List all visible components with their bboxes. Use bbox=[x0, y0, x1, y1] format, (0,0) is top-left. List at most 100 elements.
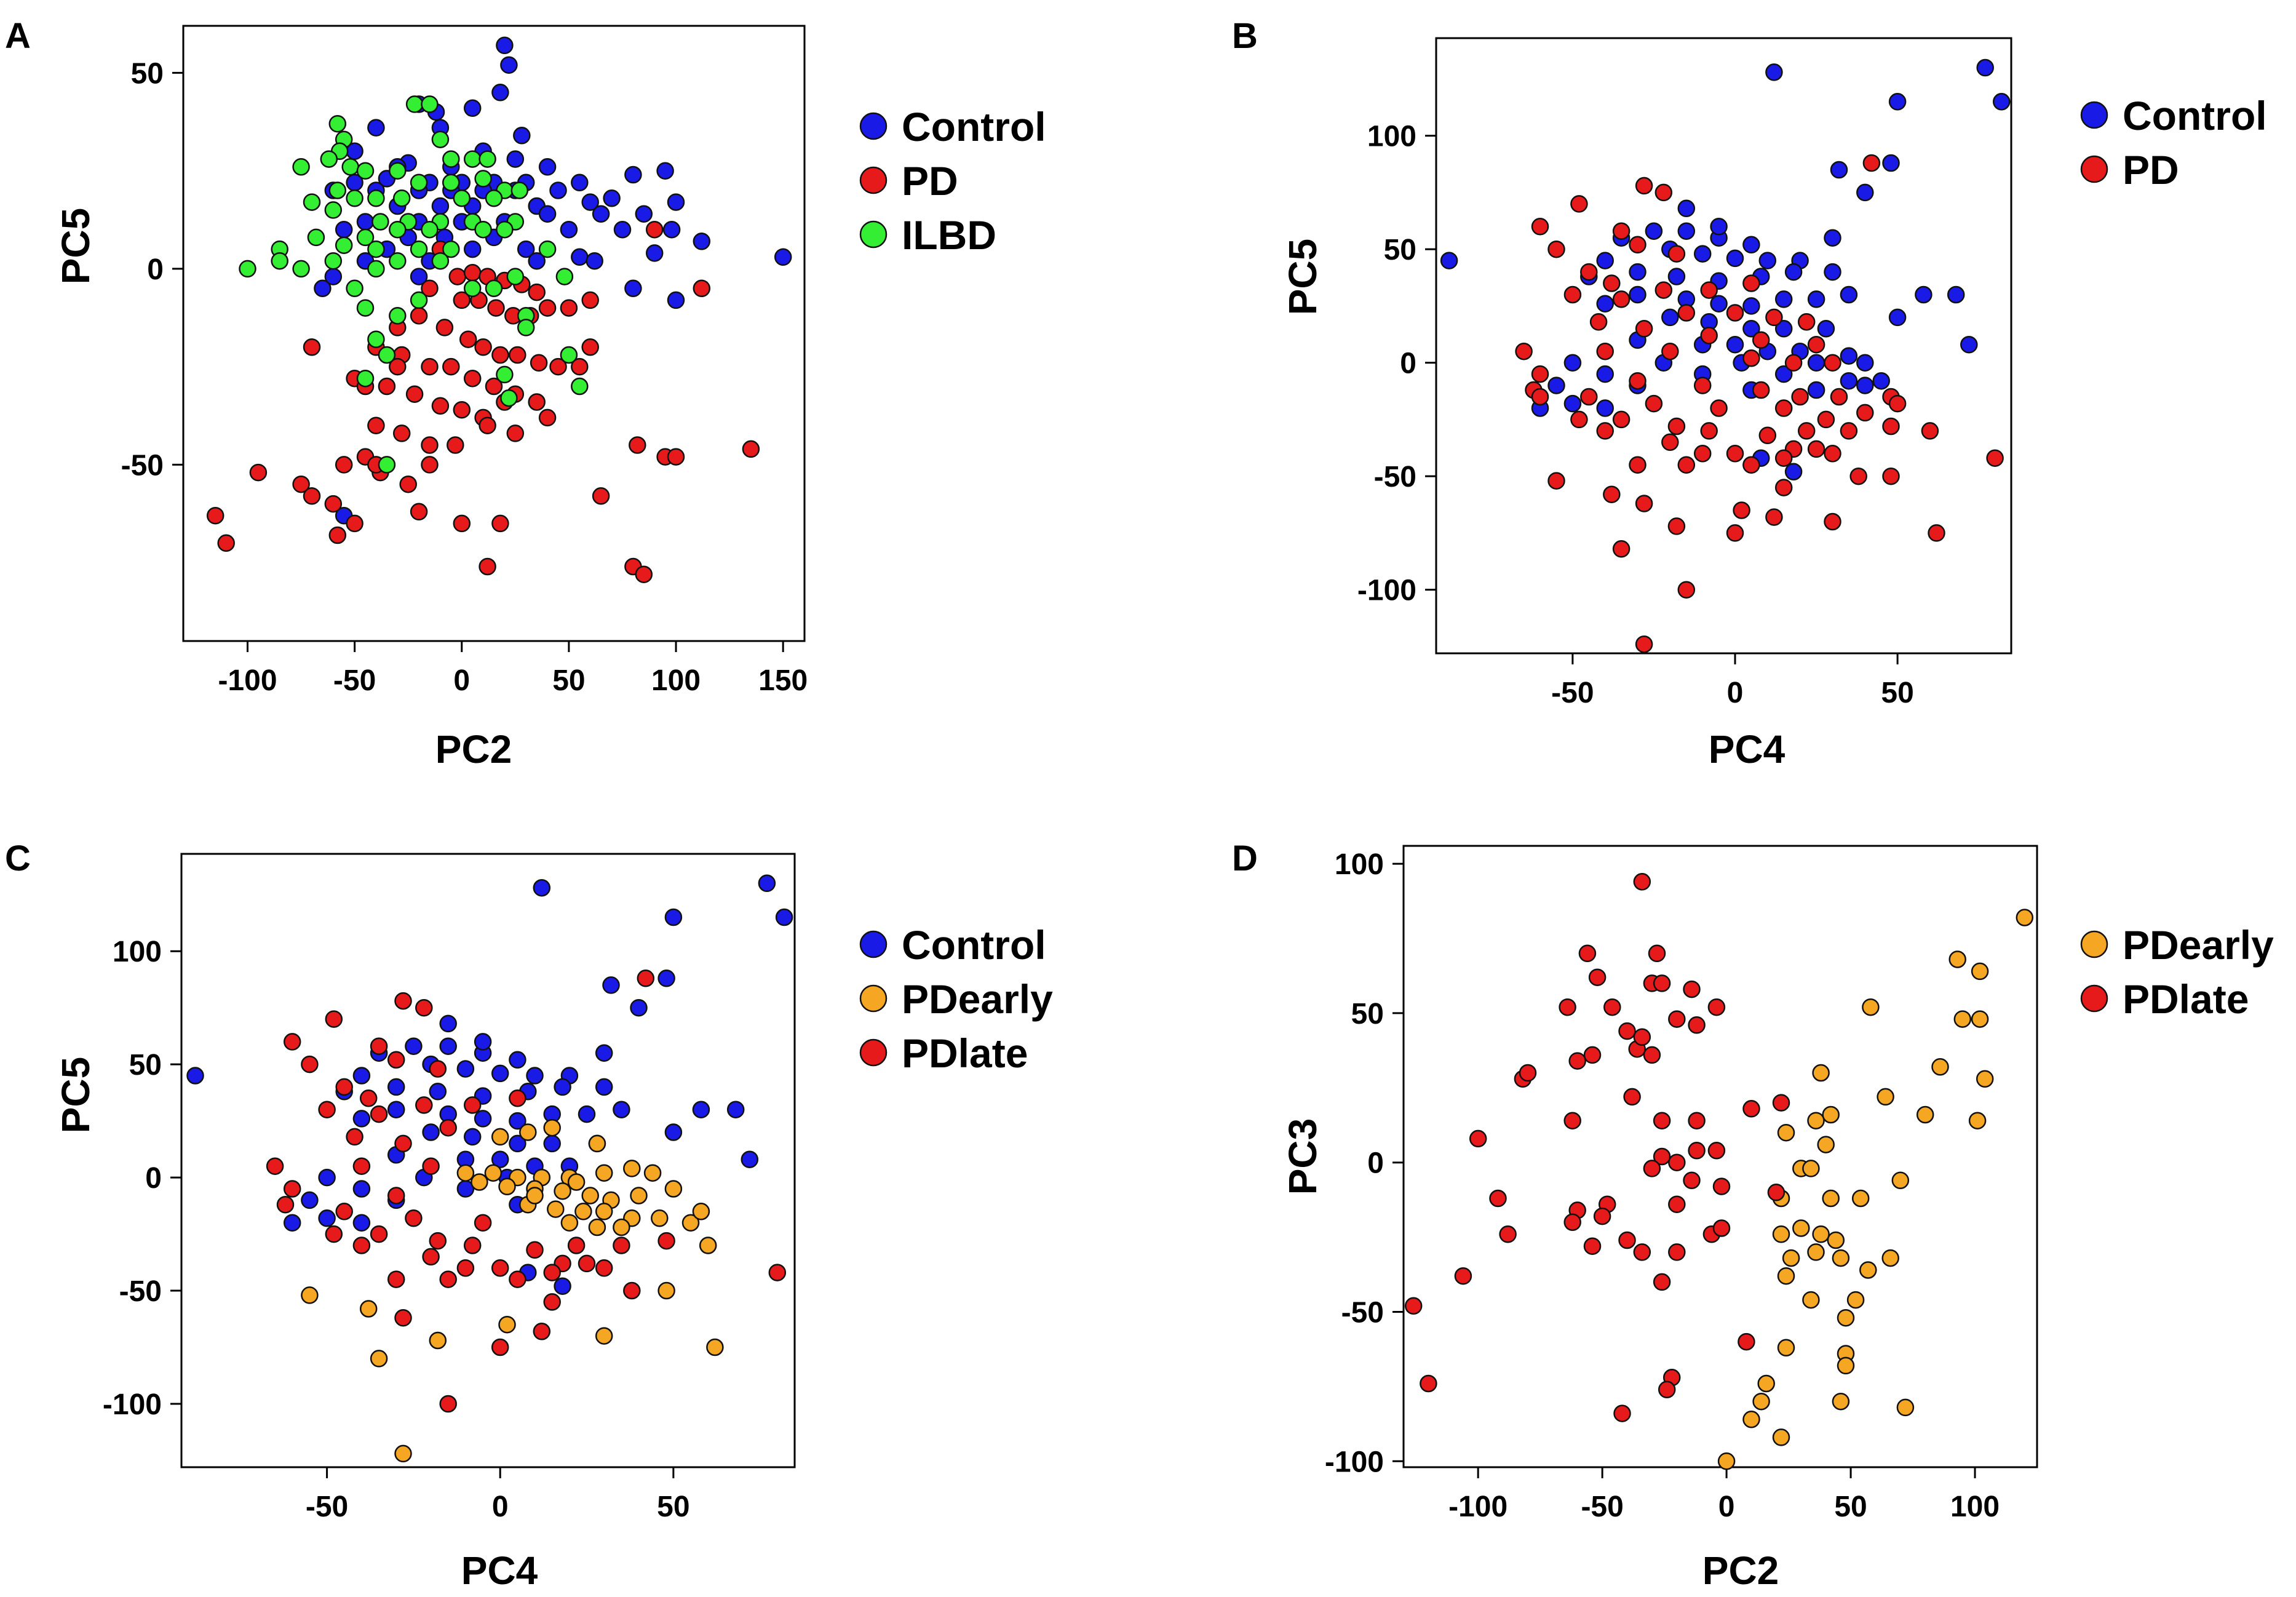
point-control bbox=[667, 193, 685, 211]
point-control bbox=[645, 244, 664, 262]
x-tick-label-d: 50 bbox=[1834, 1491, 1867, 1523]
point-pd bbox=[1830, 388, 1848, 406]
point-pdlate bbox=[1618, 1022, 1636, 1040]
point-pd bbox=[1603, 485, 1621, 503]
point-pd bbox=[1677, 304, 1696, 322]
legend-marker-pdlate bbox=[2080, 984, 2108, 1013]
x-tick-label-a: 0 bbox=[453, 664, 470, 697]
point-pd bbox=[538, 408, 557, 427]
point-pdlate bbox=[1668, 1153, 1686, 1171]
point-pd bbox=[509, 346, 526, 364]
point-pd bbox=[1596, 342, 1614, 360]
point-pdlate bbox=[1420, 1374, 1437, 1393]
point-pd bbox=[1654, 183, 1673, 202]
point-pdearly bbox=[681, 1214, 700, 1232]
point-pd bbox=[1635, 635, 1653, 653]
point-pdlate bbox=[1613, 1404, 1631, 1422]
point-control bbox=[624, 279, 642, 298]
point-pdlate bbox=[387, 1187, 405, 1205]
point-control bbox=[741, 1150, 759, 1168]
x-tick-label-d: -100 bbox=[1448, 1491, 1507, 1523]
point-control bbox=[586, 252, 603, 270]
point-pd bbox=[1654, 281, 1673, 299]
point-control bbox=[1440, 252, 1458, 269]
point-control bbox=[533, 878, 551, 897]
point-ilbd bbox=[389, 162, 407, 180]
x-tick-label-a: -50 bbox=[333, 664, 376, 697]
point-control bbox=[528, 252, 546, 270]
point-pd bbox=[463, 369, 482, 388]
point-pd bbox=[303, 338, 321, 356]
point-pd bbox=[1547, 240, 1565, 258]
point-pdearly bbox=[567, 1173, 586, 1191]
point-pd bbox=[1742, 349, 1760, 367]
point-pdlate bbox=[1469, 1129, 1487, 1148]
axis-ticks-d: -100 -50 0 50 100 -100 -50 0 50 100 bbox=[1325, 848, 2000, 1523]
scatter-points-b bbox=[1440, 58, 2011, 653]
point-control bbox=[1807, 354, 1825, 372]
point-pdearly bbox=[595, 1327, 613, 1345]
point-pdlate bbox=[1653, 1147, 1671, 1166]
point-pdlate bbox=[526, 1241, 544, 1259]
point-pdlate bbox=[1643, 1046, 1661, 1064]
point-ilbd bbox=[328, 114, 347, 133]
point-pd bbox=[1635, 177, 1653, 195]
point-pd bbox=[479, 557, 496, 576]
panel-label-d: D bbox=[1232, 838, 1258, 878]
y-tick-label-a: 50 bbox=[131, 57, 164, 90]
point-pd bbox=[1856, 404, 1874, 422]
point-control bbox=[1856, 376, 1874, 394]
point-pdlate bbox=[405, 1209, 423, 1227]
point-control bbox=[1807, 381, 1825, 399]
panel-b: B PC4 PC5 -50 0 50 -100 -50 0 50 100 Control PD bbox=[1232, 16, 2267, 771]
point-pdlate bbox=[1653, 974, 1671, 992]
point-pdearly bbox=[595, 1203, 613, 1221]
point-pdearly bbox=[1953, 1010, 1972, 1028]
point-control bbox=[1784, 463, 1803, 481]
point-control bbox=[1774, 290, 1793, 308]
point-control bbox=[554, 1078, 571, 1096]
point-ilbd bbox=[328, 181, 347, 199]
point-control bbox=[1774, 320, 1793, 338]
point-pdearly bbox=[699, 1237, 717, 1254]
point-pdlate bbox=[352, 1157, 371, 1175]
point-pd bbox=[528, 393, 546, 411]
point-pd bbox=[1603, 274, 1621, 292]
point-pdearly bbox=[1817, 1136, 1835, 1153]
point-pdlate bbox=[613, 1237, 630, 1254]
point-pdearly bbox=[554, 1182, 571, 1200]
point-pdlate bbox=[370, 1037, 388, 1055]
point-pdearly bbox=[581, 1187, 599, 1205]
point-pd bbox=[592, 487, 610, 505]
point-pd bbox=[1667, 517, 1686, 535]
legend-marker-control bbox=[2080, 101, 2108, 129]
point-ilbd bbox=[389, 252, 407, 270]
point-pdlate bbox=[1738, 1332, 1755, 1351]
point-control bbox=[356, 213, 375, 231]
point-control bbox=[1596, 295, 1614, 313]
point-pdlate bbox=[1658, 1380, 1676, 1399]
legend-label-control: Control bbox=[902, 922, 1046, 968]
point-pd bbox=[1693, 445, 1712, 463]
point-pdlate bbox=[1653, 1112, 1671, 1129]
point-control bbox=[1784, 263, 1803, 281]
point-pd bbox=[389, 357, 407, 376]
point-pd bbox=[421, 456, 439, 474]
point-pdearly bbox=[1802, 1291, 1820, 1309]
point-pdlate bbox=[1648, 944, 1666, 963]
point-pdlate bbox=[1618, 1231, 1636, 1249]
point-pd bbox=[1612, 540, 1631, 558]
point-control bbox=[1629, 285, 1647, 304]
point-ilbd bbox=[538, 240, 557, 258]
point-control bbox=[602, 976, 620, 994]
point-pd bbox=[1784, 354, 1803, 372]
legend-marker-pd bbox=[2080, 155, 2108, 183]
point-ilbd bbox=[463, 150, 482, 168]
point-pdearly bbox=[1881, 1249, 1899, 1267]
panel-label-a: A bbox=[5, 16, 31, 56]
point-pd bbox=[1580, 388, 1598, 406]
point-pdlate bbox=[1688, 1016, 1706, 1034]
y-tick-label-a: 0 bbox=[147, 253, 164, 286]
point-pd bbox=[1882, 417, 1900, 436]
point-ilbd bbox=[346, 279, 363, 298]
